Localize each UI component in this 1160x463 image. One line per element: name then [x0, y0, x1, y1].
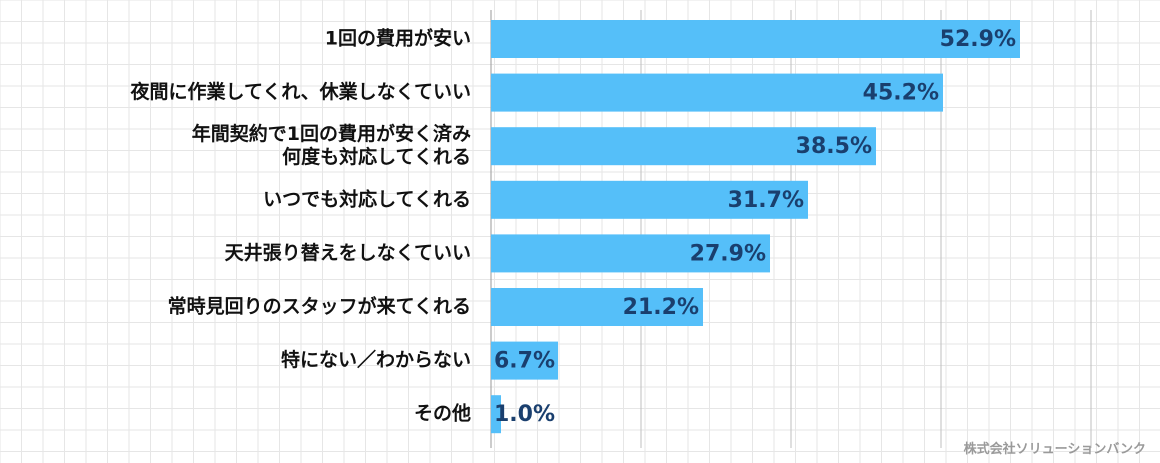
category-label: 常時見回りのスタッフが来てくれる: [168, 295, 471, 318]
category-label: 1回の費用が安い: [325, 27, 471, 50]
category-label: 年間契約で1回の費用が安く済み何度も対応してくれる: [192, 122, 471, 168]
value-label: 38.5%: [796, 134, 872, 159]
bars: [491, 20, 1020, 434]
value-labels: 52.9% 45.2% 38.5% 31.7% 27.9% 21.2% 6.7% 1.0%: [494, 27, 1016, 427]
bar: [491, 288, 703, 326]
value-label: 31.7%: [728, 188, 804, 213]
value-label: 6.7%: [494, 349, 555, 374]
value-label: 52.9%: [940, 27, 1016, 52]
bar: [491, 234, 770, 273]
bar: [491, 73, 943, 112]
value-label: 1.0%: [494, 402, 555, 427]
bar: [491, 395, 501, 434]
bar: [491, 127, 876, 166]
bar: [491, 20, 1020, 58]
category-label: 夜間に作業してくれ、休業しなくていい: [130, 80, 471, 103]
bar: [491, 341, 558, 380]
category-label: 天井張り替えをしなくていい: [225, 241, 471, 264]
bar: [491, 180, 808, 219]
category-labels: 1回の費用が安い夜間に作業してくれ、休業しなくていい年間契約で1回の費用が安く済…: [130, 27, 471, 425]
category-label: その他: [414, 402, 471, 425]
value-label: 27.9%: [690, 241, 766, 266]
value-label: 45.2%: [863, 81, 939, 106]
source-credit: 株式会社ソリューションバンク: [963, 442, 1146, 457]
category-label: 特にない／わからない: [281, 348, 471, 371]
value-label: 21.2%: [623, 295, 699, 320]
category-label: いつでも対応してくれる: [263, 187, 471, 210]
